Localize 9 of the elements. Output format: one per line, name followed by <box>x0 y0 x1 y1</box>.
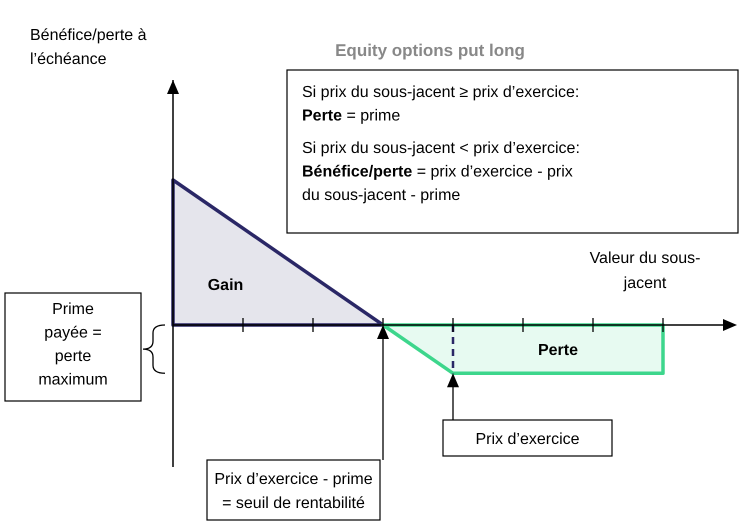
text: Prime payée = perte maximum <box>38 301 108 388</box>
text: Bénéfice/perte à l’échéance <box>30 27 147 68</box>
annotation: Gain <box>208 277 244 294</box>
chart-title: Equity options put long <box>335 41 525 60</box>
x-axis-title: Valeur du sous-jacent <box>590 250 700 292</box>
annotation: Perte <box>538 342 578 360</box>
text: Prix d’exercice - prime = seuil de rentabilité <box>214 471 373 512</box>
annotation: Si prix du sous-jacent ≥ prix d’exercice: Perte = prime Si prix du sous-jacent < prix d’exercice: Bénéfice/perte = prix d’exercice - prix du sous-jacent - prime <box>302 84 580 204</box>
text: Prix d’exercice <box>475 431 580 448</box>
